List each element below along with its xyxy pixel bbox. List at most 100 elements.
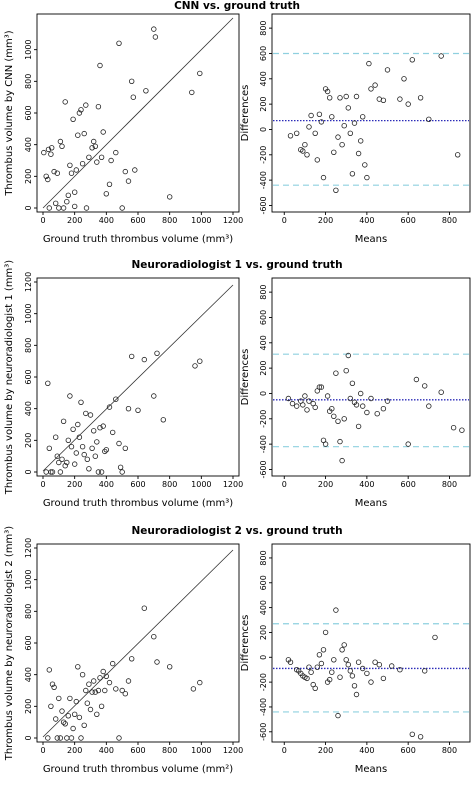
data-point xyxy=(432,634,438,641)
data-point xyxy=(360,403,366,409)
data-point xyxy=(45,380,51,386)
y-axis-label: Differences xyxy=(240,85,251,142)
data-point xyxy=(349,673,356,679)
data-point xyxy=(349,380,356,386)
data-point xyxy=(106,679,113,686)
reference-lines xyxy=(273,353,469,448)
data-point xyxy=(116,440,122,447)
x-tick-label: 0 xyxy=(40,480,45,489)
data-point xyxy=(113,686,119,692)
plot-frame xyxy=(271,543,471,743)
data-point xyxy=(48,151,54,157)
data-point xyxy=(51,168,57,175)
data-point xyxy=(302,141,308,148)
data-point xyxy=(100,129,106,135)
data-point xyxy=(90,678,97,684)
data-point xyxy=(314,664,320,670)
data-point xyxy=(119,469,125,475)
data-point xyxy=(337,438,343,445)
data-point xyxy=(116,40,122,46)
x-tick-label: 1000 xyxy=(191,480,211,489)
data-point xyxy=(73,167,79,173)
data-point xyxy=(130,94,136,100)
data-point xyxy=(119,205,125,211)
data-point xyxy=(73,450,79,456)
data-point xyxy=(351,120,358,126)
data-point xyxy=(190,686,197,692)
data-point xyxy=(60,205,67,211)
data-point xyxy=(95,469,102,475)
data-point xyxy=(368,86,374,92)
data-point xyxy=(106,404,113,410)
y-tick-label: 400 xyxy=(259,71,268,86)
y-tick-label: -400 xyxy=(259,698,268,716)
data-point xyxy=(189,89,195,96)
data-point xyxy=(154,350,160,356)
data-point xyxy=(57,735,64,741)
data-point xyxy=(341,416,347,422)
y-tick-label: 0 xyxy=(259,391,268,396)
data-point xyxy=(294,130,300,136)
data-point xyxy=(154,659,160,665)
data-point xyxy=(333,370,339,376)
data-point xyxy=(389,663,395,669)
data-point xyxy=(75,664,81,670)
data-point xyxy=(320,174,327,181)
x-tick-label: 0 xyxy=(282,746,287,755)
reference-lines xyxy=(273,623,469,713)
x-axis-label: Means xyxy=(355,498,387,509)
data-point xyxy=(103,673,109,679)
x-axis-label: Ground truth thrombus volume (mm³) xyxy=(43,234,233,245)
data-point xyxy=(151,393,157,399)
data-point xyxy=(318,660,325,667)
data-point xyxy=(113,396,119,402)
data-point xyxy=(368,679,374,685)
data-point xyxy=(343,93,349,100)
data-point xyxy=(48,703,54,709)
x-tick-label: 600 xyxy=(401,480,416,489)
x-ticks: 0 200 400 600 800 1000 1200 xyxy=(40,212,243,225)
y-tick-label: 0 xyxy=(259,655,268,660)
identity-line xyxy=(42,17,234,209)
data-point xyxy=(98,154,105,160)
y-tick-label: 800 xyxy=(24,338,33,353)
data-point xyxy=(62,721,68,727)
data-point xyxy=(405,101,411,107)
y-tick-label: 0 xyxy=(24,205,33,210)
x-tick-label: 400 xyxy=(359,746,374,755)
x-tick-label: 400 xyxy=(99,746,114,755)
data-point xyxy=(341,122,347,129)
bland-altman-panel-cnn: 0 200 400 600 800 -600-400-2000200400600800 … xyxy=(240,13,471,245)
data-point xyxy=(320,647,327,653)
data-point xyxy=(86,466,92,472)
bland-altman-panel-neuro1: 0 200 400 600 800 -600-400-2000200400600800 … xyxy=(240,277,471,509)
data-point xyxy=(106,181,113,187)
data-point xyxy=(89,145,95,151)
y-tick-label: 800 xyxy=(24,604,33,619)
data-point xyxy=(119,687,125,694)
data-point xyxy=(306,664,312,670)
data-point xyxy=(95,687,102,694)
data-point xyxy=(90,428,97,434)
x-tick-label: 800 xyxy=(442,746,457,755)
data-point xyxy=(53,434,59,440)
data-point xyxy=(339,141,345,148)
data-point xyxy=(71,203,78,210)
y-ticks: 0 200 400 600 800 1000 1200 xyxy=(24,538,37,741)
data-point xyxy=(318,384,325,390)
bland-altman-panel-neuro2: 0 200 400 600 800 -600-400-2000200400600800 … xyxy=(240,543,471,775)
data-point xyxy=(73,698,79,705)
y-tick-label: 200 xyxy=(259,96,268,111)
data-point xyxy=(322,629,329,636)
data-point xyxy=(324,88,331,95)
data-point xyxy=(56,695,62,702)
data-point xyxy=(308,669,314,675)
data-point xyxy=(62,99,68,105)
data-point xyxy=(71,461,78,467)
y-tick-label: 600 xyxy=(24,635,33,650)
data-point xyxy=(397,96,403,102)
y-tick-label: 1000 xyxy=(24,569,33,589)
data-point xyxy=(100,668,106,675)
data-point xyxy=(108,157,114,164)
